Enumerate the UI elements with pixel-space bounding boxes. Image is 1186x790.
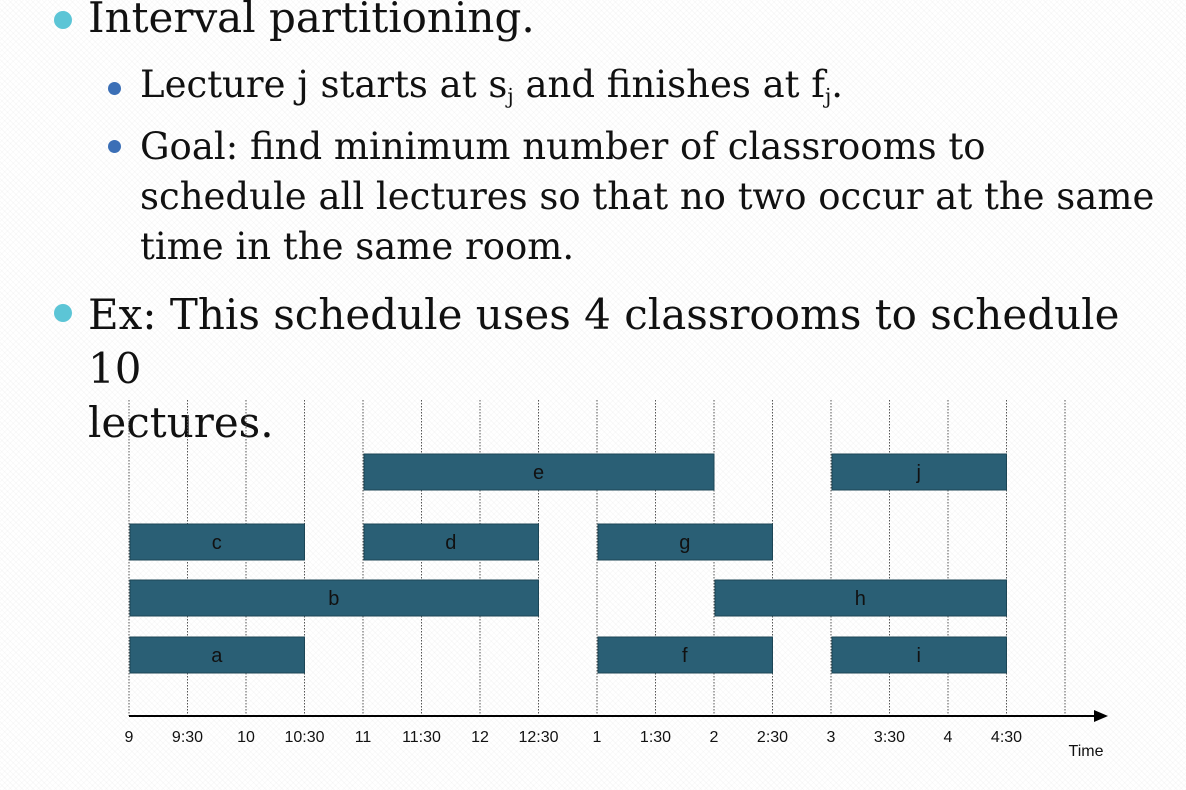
lecture-bar-h: [714, 579, 1007, 617]
tick-label: 1:30: [640, 729, 671, 746]
bullet-dot: [54, 11, 72, 29]
lecture-bar-i: [831, 636, 1007, 674]
lecture-label-c: c: [212, 532, 222, 554]
goal-line-2: schedule all lectures so that no two occ…: [140, 175, 1155, 218]
subscript-j-start: j: [507, 84, 514, 109]
tick-label: 2:30: [757, 729, 788, 746]
tick-label: 9: [125, 729, 134, 746]
lecture-label-b: b: [328, 588, 339, 610]
example-line-1: Ex: This schedule uses 4 classrooms to s…: [88, 290, 1120, 393]
lecture-bar-f: [597, 636, 773, 674]
tick-label: 11: [355, 729, 372, 746]
lecture-bar-c: [129, 523, 305, 561]
tick-label: 12: [471, 729, 489, 746]
sub-bullet-dot: [108, 82, 121, 95]
lecture-bar-e: [363, 453, 715, 491]
tick-label: 9:30: [172, 729, 203, 746]
lecture-label-j: j: [916, 462, 921, 484]
subscript-j-finish: j: [824, 84, 832, 109]
bullet-example: Ex: This schedule uses 4 classrooms to s…: [88, 288, 1186, 450]
tick-label: 3: [827, 729, 836, 746]
bullet-dot: [54, 304, 72, 322]
sub-bullet-lecture-definition: Lecture j starts at sj and finishes at f…: [140, 63, 844, 109]
tick-label: 4:30: [991, 729, 1022, 746]
bullet-text: Interval partitioning.: [88, 0, 535, 42]
lecture-bar-d: [363, 523, 539, 561]
lecture-label-i: i: [917, 645, 921, 667]
tick-label: 1: [593, 729, 602, 746]
goal-line-1: Goal: find minimum number of classrooms …: [140, 125, 986, 168]
lecture-label-e: e: [533, 462, 544, 484]
lecture-bar-a: [129, 636, 305, 674]
tick-label: 3:30: [874, 729, 905, 746]
example-line-2: lectures.: [88, 398, 274, 447]
lecture-bar-b: [129, 579, 539, 617]
tick-label: 11:30: [402, 729, 441, 746]
tick-label: 12:30: [518, 729, 558, 746]
lecture-label-a: a: [211, 645, 223, 667]
sub-bullet-dot: [108, 140, 121, 153]
lecture-label-g: g: [679, 532, 690, 554]
axis-arrow-icon: [1094, 710, 1108, 722]
lecture-label-h: h: [855, 588, 866, 610]
lecture-text-1: Lecture j starts at s: [140, 63, 508, 106]
tick-label: 2: [710, 729, 719, 746]
lecture-text-2: and finishes at f: [513, 63, 825, 106]
lecture-bar-g: [597, 523, 773, 561]
sub-bullet-goal: Goal: find minimum number of classrooms …: [140, 122, 1154, 272]
lecture-text-3: .: [831, 63, 844, 106]
bullet-interval-partitioning: Interval partitioning.: [88, 0, 535, 41]
lecture-bar-j: [831, 453, 1007, 491]
tick-label: 10:30: [284, 729, 324, 746]
tick-label: 10: [237, 729, 255, 746]
tick-label: 4: [944, 729, 953, 746]
goal-line-3: time in the same room.: [140, 225, 575, 268]
axis-label-time: Time: [1069, 743, 1104, 760]
lecture-label-d: d: [445, 532, 456, 554]
lecture-label-f: f: [682, 645, 688, 667]
